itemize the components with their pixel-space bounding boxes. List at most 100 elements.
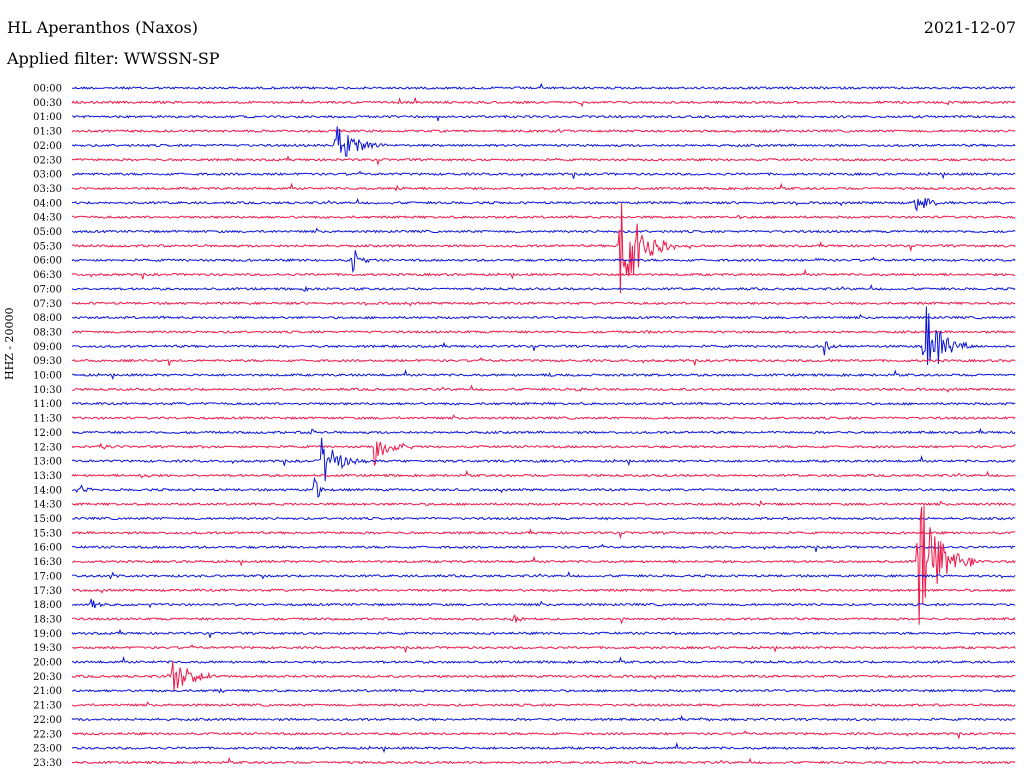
trace-line	[71, 687, 1016, 694]
trace-line	[72, 82, 1016, 90]
trace-line	[71, 313, 1016, 320]
tick-label: 22:00	[33, 715, 62, 726]
trace-line	[71, 97, 1016, 108]
tick-label: 02:30	[33, 155, 62, 166]
tick-label: 20:30	[33, 672, 62, 683]
trace-line	[71, 598, 1016, 609]
trace-line	[71, 516, 1016, 521]
tick-label: 08:00	[33, 313, 62, 324]
trace-line	[71, 126, 1016, 157]
trace-line	[71, 284, 1016, 293]
trace-line	[71, 306, 1016, 366]
filter-label: Applied filter: WWSSN-SP	[7, 49, 220, 68]
trace-line	[71, 401, 1016, 406]
trace-line	[71, 528, 1016, 540]
tick-label: 07:30	[33, 299, 62, 310]
tick-label: 03:00	[33, 170, 62, 181]
tick-label: 11:30	[33, 414, 62, 425]
trace-line	[71, 741, 1016, 754]
station-title: HL Aperanthos (Naxos)	[7, 18, 198, 37]
tick-label: 14:30	[33, 500, 62, 511]
tick-label: 19:30	[33, 643, 62, 654]
trace-line	[71, 730, 1016, 739]
trace-line	[71, 437, 1016, 482]
tick-label: 05:30	[33, 241, 62, 252]
tick-label: 22:30	[33, 729, 62, 740]
tick-label: 17:00	[33, 571, 62, 582]
tick-label: 05:00	[33, 227, 62, 238]
trace-line	[71, 301, 1016, 307]
trace-line	[71, 628, 1016, 638]
trace-line	[71, 227, 1016, 234]
time-tick-labels: 00:00 00:30 01:00 01:30 02:00 02:30 03:00 03:30…	[33, 84, 62, 769]
tick-label: 00:00	[33, 84, 62, 95]
trace-line	[71, 368, 1016, 381]
tick-label: 06:00	[33, 256, 62, 267]
tick-label: 09:30	[33, 356, 62, 367]
tick-label: 17:30	[33, 586, 62, 597]
tick-label: 11:00	[33, 399, 62, 410]
tick-label: 12:30	[33, 442, 62, 453]
trace-line	[72, 505, 1016, 625]
trace-line	[71, 250, 1016, 274]
tick-label: 07:00	[33, 284, 62, 295]
tick-label: 13:30	[33, 471, 62, 482]
trace-line	[71, 614, 1016, 625]
trace-line	[71, 500, 1016, 508]
date-label: 2021-12-07	[923, 18, 1016, 37]
trace-line	[71, 661, 1016, 692]
trace-line	[72, 643, 1016, 653]
tick-label: 18:00	[33, 600, 62, 611]
trace-line	[71, 588, 1016, 594]
trace-line	[71, 203, 1016, 294]
tick-label: 16:00	[33, 543, 62, 554]
tick-label: 10:30	[33, 385, 62, 396]
tick-label: 20:00	[33, 658, 62, 669]
tick-label: 13:00	[33, 457, 62, 468]
trace-line	[71, 356, 1016, 366]
trace-line	[71, 170, 1016, 180]
trace-line	[71, 384, 1016, 393]
tick-label: 21:00	[33, 686, 62, 697]
trace-line	[71, 441, 1016, 467]
tick-label: 01:00	[33, 112, 62, 123]
tick-label: 00:30	[33, 98, 62, 109]
tick-label: 16:30	[33, 557, 62, 568]
trace-line	[71, 714, 1016, 722]
trace-line	[71, 114, 1016, 122]
trace-line	[71, 268, 1016, 280]
trace-line	[71, 469, 1016, 479]
trace-line	[71, 427, 1016, 435]
tick-label: 09:00	[33, 342, 62, 353]
tick-label: 15:00	[33, 514, 62, 525]
trace-line	[71, 414, 1016, 421]
tick-label: 18:30	[33, 614, 62, 625]
trace-line	[72, 214, 1016, 220]
trace-line	[71, 756, 1016, 765]
tick-label: 23:30	[33, 758, 62, 769]
tick-label: 08:30	[33, 327, 62, 338]
trace-line	[71, 543, 1016, 553]
tick-label: 03:30	[33, 184, 62, 195]
trace-line	[71, 155, 1016, 167]
trace-line	[71, 329, 1016, 335]
tick-label: 04:30	[33, 213, 62, 224]
trace-line	[71, 571, 1016, 580]
seismic-traces	[71, 82, 1016, 765]
trace-line	[71, 128, 1016, 134]
tick-label: 04:00	[33, 198, 62, 209]
trace-line	[71, 197, 1016, 212]
tick-label: 02:00	[33, 141, 62, 152]
tick-label: 14:00	[33, 485, 62, 496]
tick-label: 19:00	[33, 629, 62, 640]
tick-label: 15:30	[33, 528, 62, 539]
trace-line	[71, 701, 1016, 708]
tick-label: 12:00	[33, 428, 62, 439]
trace-line	[71, 655, 1016, 664]
tick-label: 01:30	[33, 127, 62, 138]
trace-line	[71, 182, 1016, 192]
tick-label: 21:30	[33, 701, 62, 712]
tick-label: 06:30	[33, 270, 62, 281]
trace-line	[71, 476, 1016, 499]
